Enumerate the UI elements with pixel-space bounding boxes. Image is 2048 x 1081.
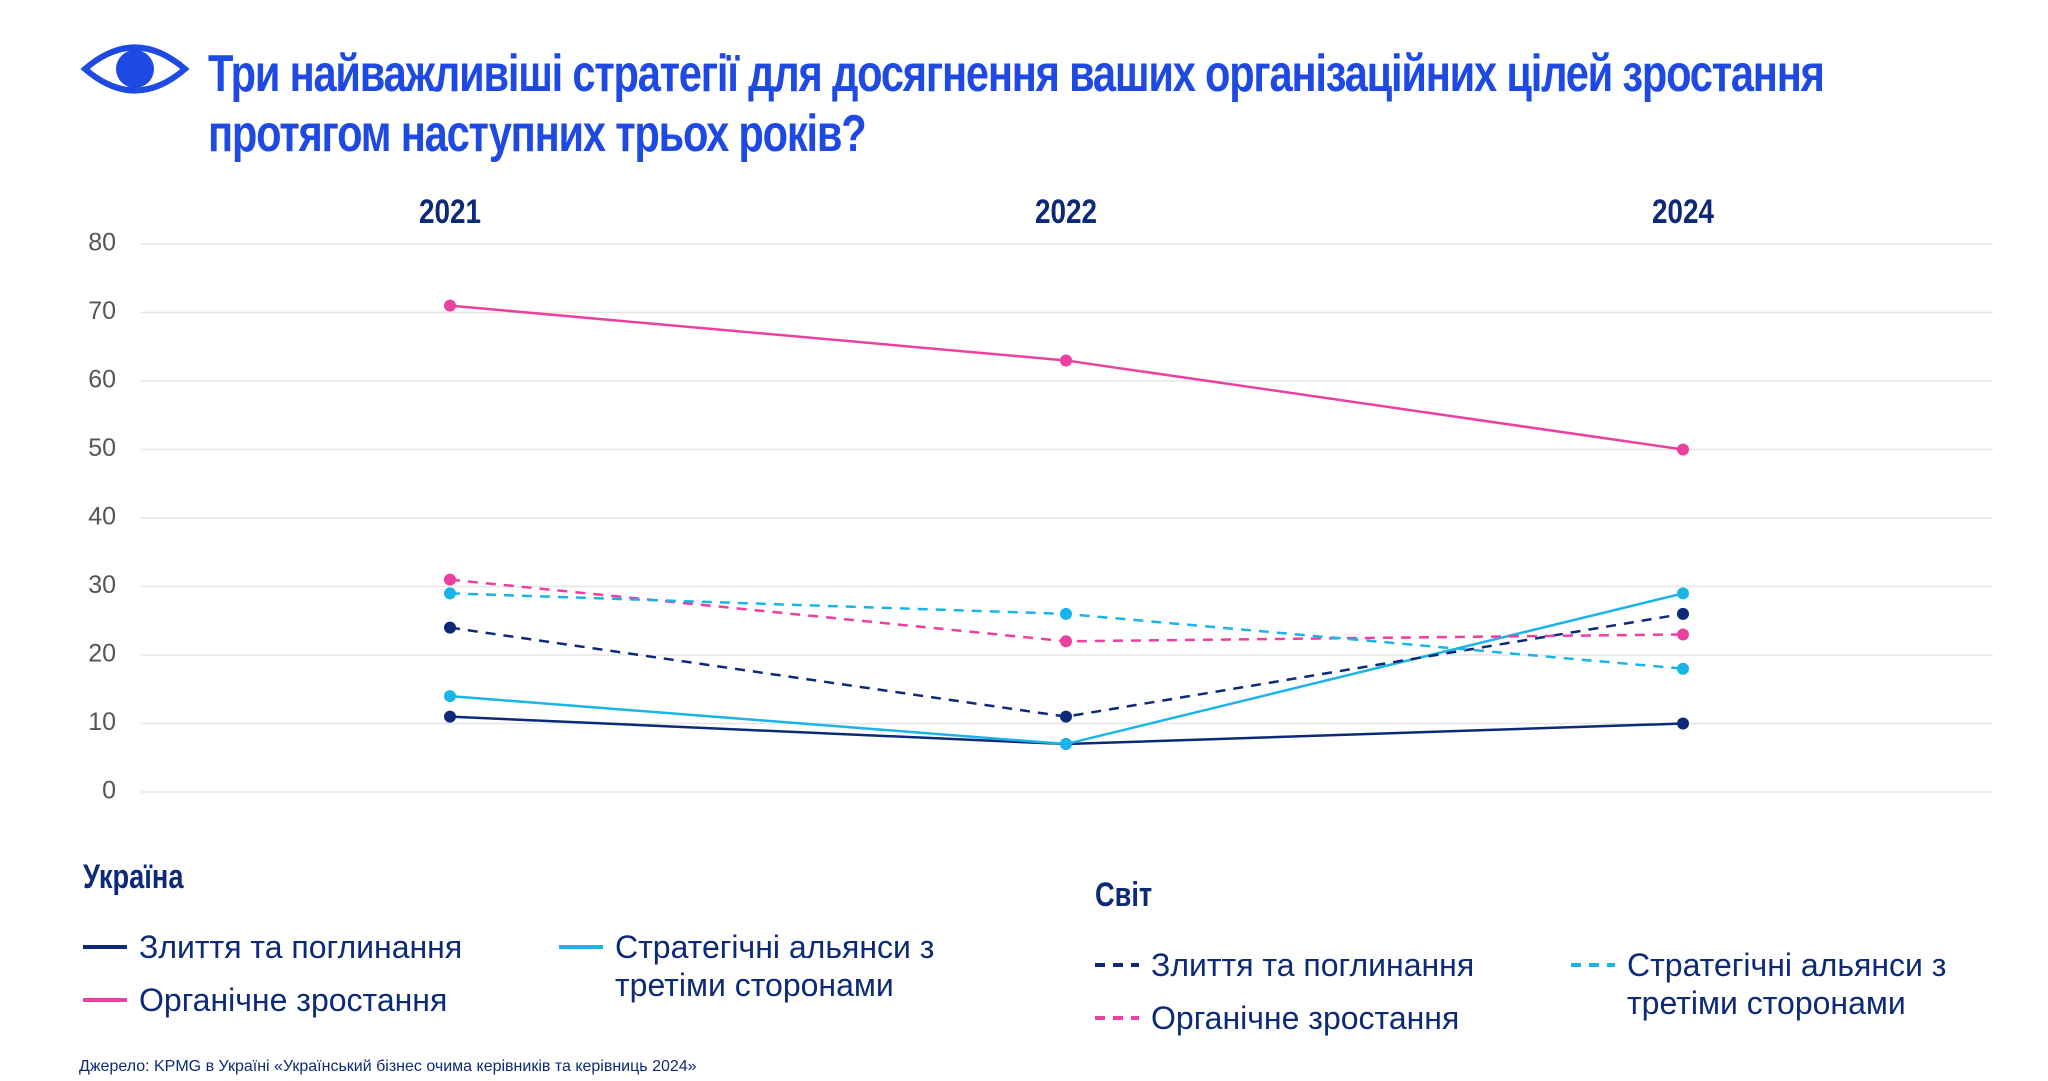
data-point: [444, 299, 456, 312]
legend-label: Органічне зростання: [139, 982, 448, 1018]
legend-item: Органічне зростання: [1095, 999, 1511, 1052]
y-tick-label: 40: [88, 503, 116, 531]
legend-item: Органічне зростання: [83, 981, 499, 1034]
legend-item: Злиття та поглинання: [83, 928, 499, 981]
y-tick-label: 20: [88, 640, 116, 668]
data-point: [444, 587, 456, 600]
data-point: [1677, 587, 1689, 600]
legend-swatch: [1571, 963, 1615, 967]
legend-label: Органічне зростання: [1151, 1000, 1460, 1036]
legend-label: Злиття та поглинання: [139, 929, 463, 965]
legend-group: Злиття та поглинання Органічне зростання С…: [83, 928, 975, 1034]
legend-swatch: [83, 998, 127, 1002]
data-point: [1060, 635, 1072, 648]
series-line: [449, 612, 1684, 718]
data-point: [1677, 717, 1689, 730]
legend-swatch: [559, 945, 603, 949]
legend-label: Стратегічні альянси з третіми сторонами: [1627, 947, 1947, 1021]
data-point: [1677, 628, 1689, 641]
x-tick-label: 2021: [419, 192, 481, 230]
legend-group-title: Україна: [83, 858, 184, 896]
legend-label: Злиття та поглинання: [1151, 947, 1475, 983]
x-tick-label: 2022: [1035, 192, 1097, 230]
data-point: [1060, 354, 1072, 367]
data-point: [444, 690, 456, 703]
data-point: [1677, 443, 1689, 456]
data-point: [1060, 738, 1072, 751]
y-tick-label: 60: [88, 366, 116, 394]
data-point: [444, 573, 456, 586]
x-tick-label: 2024: [1652, 192, 1715, 230]
legend-item: Стратегічні альянси з третіми сторонами: [1571, 946, 1987, 1021]
y-tick-label: 0: [102, 777, 116, 805]
data-point: [444, 621, 456, 634]
legend-swatch: [1095, 1016, 1139, 1020]
legend-item: Злиття та поглинання: [1095, 946, 1511, 999]
y-tick-label: 50: [88, 434, 116, 462]
data-point: [1060, 710, 1072, 723]
legend-label: Стратегічні альянси з третіми сторонами: [615, 929, 935, 1003]
eye-icon: [80, 44, 190, 94]
series-line: [449, 592, 1684, 670]
y-tick-label: 10: [88, 708, 116, 736]
data-point: [444, 710, 456, 723]
data-point: [1060, 607, 1072, 620]
series-line: [449, 304, 1684, 451]
legend-swatch: [1095, 963, 1139, 967]
y-tick-label: 80: [88, 229, 116, 257]
legend-group-title: Світ: [1095, 876, 1153, 914]
chart-title: Три найважливіші стратегії для досягненн…: [208, 45, 1825, 163]
y-tick-label: 70: [88, 297, 116, 325]
legend-item: Стратегічні альянси з третіми сторонами: [559, 928, 975, 1003]
data-point: [1677, 662, 1689, 675]
source-note: Джерело: KPMG в Україні «Український біз…: [79, 1058, 697, 1075]
data-point: [1677, 607, 1689, 620]
legend-swatch: [83, 945, 127, 949]
chart: 0 10 20 30 40 50 60 70 80 2021 2022 2024: [88, 192, 1993, 805]
y-tick-label: 30: [88, 571, 116, 599]
legend-group: Злиття та поглинання Органічне зростання С…: [1095, 946, 1987, 1052]
